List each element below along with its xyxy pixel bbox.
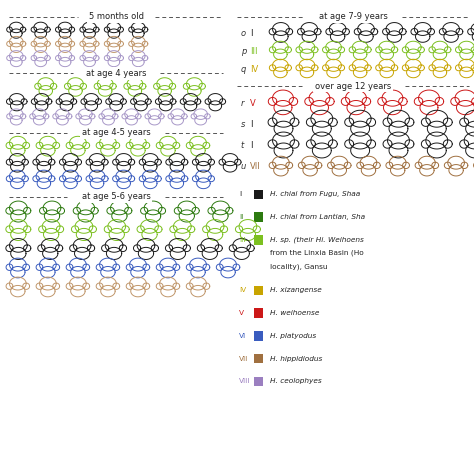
Bar xyxy=(254,235,263,245)
Text: over age 12 years: over age 12 years xyxy=(315,82,391,91)
Text: u: u xyxy=(241,163,246,171)
Text: VIII: VIII xyxy=(239,378,251,384)
Text: H. sp. (their Hi. Weihoens: H. sp. (their Hi. Weihoens xyxy=(270,237,364,243)
Text: locality), Gansu: locality), Gansu xyxy=(270,263,328,270)
Text: at age 4 years: at age 4 years xyxy=(86,69,146,78)
Text: V: V xyxy=(250,99,256,108)
Text: H. ceolophyes: H. ceolophyes xyxy=(270,378,322,384)
Text: V: V xyxy=(239,310,245,316)
Text: H. weihoense: H. weihoense xyxy=(270,310,319,316)
Text: VII: VII xyxy=(250,163,261,171)
Text: H. xizangense: H. xizangense xyxy=(270,287,322,293)
Text: H. chiai from Fugu, Shaa: H. chiai from Fugu, Shaa xyxy=(270,191,360,197)
Text: at age 5-6 years: at age 5-6 years xyxy=(82,192,151,201)
Text: I: I xyxy=(250,142,253,150)
Text: 5 months old: 5 months old xyxy=(89,12,144,21)
Bar xyxy=(254,354,263,363)
Text: at age 7-9 years: at age 7-9 years xyxy=(319,12,388,21)
Text: p: p xyxy=(241,47,246,55)
Text: IV: IV xyxy=(250,65,258,73)
Text: H. platyodus: H. platyodus xyxy=(270,333,317,339)
Text: H. hippidiodus: H. hippidiodus xyxy=(270,356,322,362)
Text: from the Linxia Basin (Ho: from the Linxia Basin (Ho xyxy=(270,250,364,256)
Text: at age 4-5 years: at age 4-5 years xyxy=(82,128,151,137)
Text: III: III xyxy=(239,237,246,243)
Text: VII: VII xyxy=(239,356,249,362)
Text: s: s xyxy=(241,120,245,128)
Bar xyxy=(254,190,263,199)
Text: I: I xyxy=(250,29,253,37)
Text: q: q xyxy=(241,65,246,73)
Bar xyxy=(254,331,263,340)
Text: II: II xyxy=(239,214,244,220)
Text: VI: VI xyxy=(239,333,246,339)
Text: H. chiai from Lantian, Sha: H. chiai from Lantian, Sha xyxy=(270,214,365,220)
Text: IV: IV xyxy=(239,287,246,293)
Text: I: I xyxy=(250,120,253,128)
Bar xyxy=(254,308,263,318)
Text: r: r xyxy=(241,99,244,108)
Text: I: I xyxy=(239,191,241,197)
Text: o: o xyxy=(241,29,246,37)
Bar xyxy=(254,285,263,295)
Text: III: III xyxy=(250,47,258,55)
Text: t: t xyxy=(241,142,244,150)
Bar xyxy=(254,376,263,386)
Bar xyxy=(254,212,263,222)
